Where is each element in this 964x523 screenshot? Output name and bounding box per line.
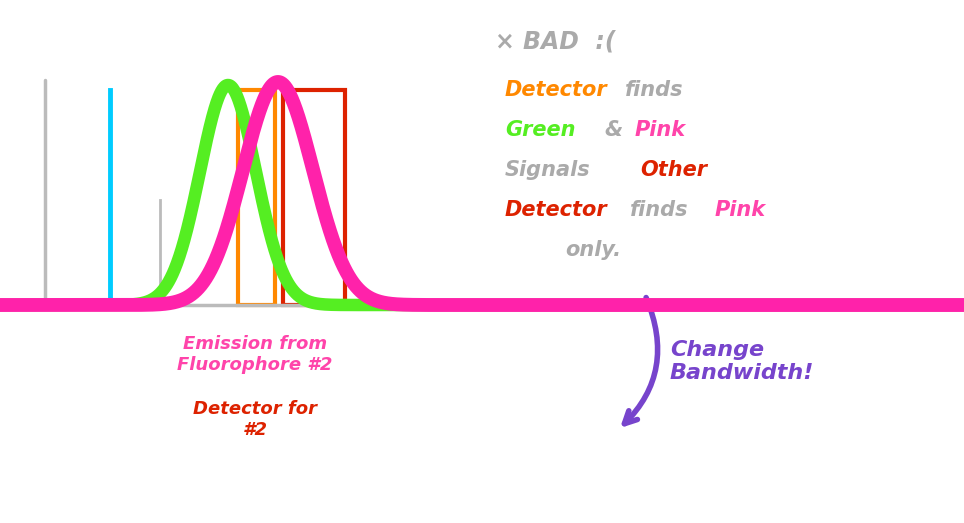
Text: Emission from
Fluorophore #2: Emission from Fluorophore #2 bbox=[177, 335, 333, 374]
Text: Change
Bandwidth!: Change Bandwidth! bbox=[670, 340, 815, 383]
Text: Detector: Detector bbox=[505, 80, 607, 100]
Text: &: & bbox=[605, 120, 630, 140]
Bar bbox=[283, 90, 345, 305]
Text: Detector for
#2: Detector for #2 bbox=[193, 400, 317, 439]
Bar bbox=[238, 90, 275, 305]
Text: Other: Other bbox=[640, 160, 707, 180]
Text: Pink: Pink bbox=[715, 200, 766, 220]
Text: Detector: Detector bbox=[505, 200, 607, 220]
Text: × BAD  :(: × BAD :( bbox=[495, 30, 616, 54]
Text: Pink: Pink bbox=[635, 120, 686, 140]
Text: Green: Green bbox=[505, 120, 576, 140]
Text: Signals: Signals bbox=[505, 160, 591, 180]
Text: finds: finds bbox=[625, 80, 683, 100]
Text: finds: finds bbox=[630, 200, 688, 220]
FancyArrowPatch shape bbox=[625, 298, 657, 424]
Text: only.: only. bbox=[565, 240, 621, 260]
